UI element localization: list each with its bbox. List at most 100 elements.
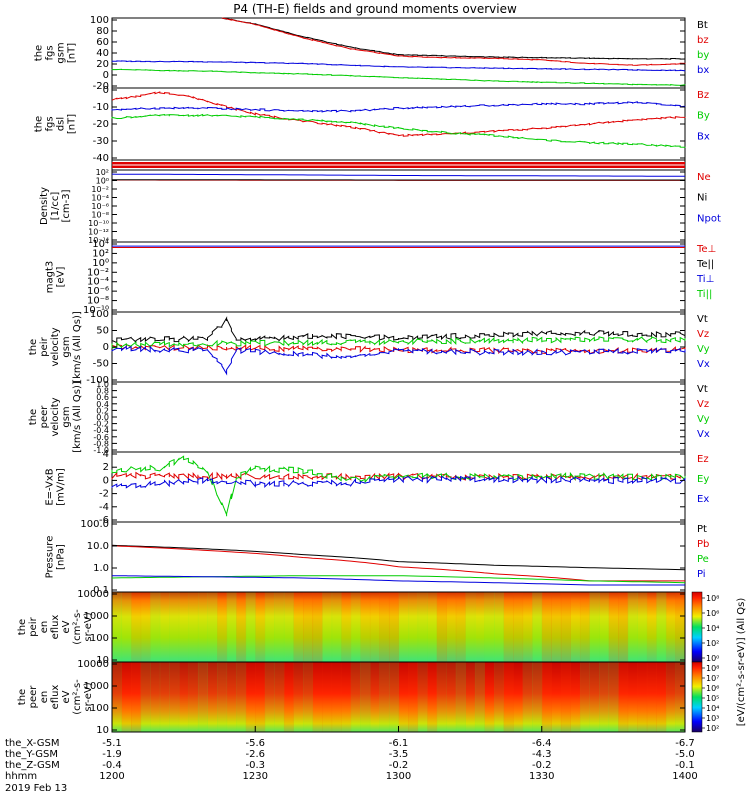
spectrogram-strip xyxy=(150,592,161,662)
y-axis-label: the xyxy=(34,116,45,132)
x-tick-value: 1200 xyxy=(99,771,124,782)
x-tick-value: -0.3 xyxy=(245,760,265,771)
y-tick-label: 10⁻² xyxy=(91,185,109,194)
series-by xyxy=(111,68,686,86)
spectrogram-strip xyxy=(637,592,648,662)
y-tick-label: 10⁻⁴ xyxy=(91,194,109,203)
spectrogram-strip xyxy=(197,662,208,732)
y-axis-label: gsm xyxy=(61,336,72,357)
spectrogram-strip xyxy=(283,662,294,732)
y-tick-label: -20 xyxy=(93,119,109,130)
y-tick-label: 10⁻⁶ xyxy=(87,286,109,297)
colorbar xyxy=(691,591,703,663)
spectrogram-strip xyxy=(264,592,275,662)
y-tick-label: 80 xyxy=(96,26,109,37)
spectrogram-strip xyxy=(159,592,170,662)
y-axis-label: eV xyxy=(61,690,72,703)
y-axis-label: [km/s (All Qs)] xyxy=(72,381,83,453)
spectrogram-strip xyxy=(112,592,123,662)
spectrogram-strip xyxy=(197,592,208,662)
spectrogram-strip xyxy=(255,592,266,662)
spectrogram-strip xyxy=(188,592,199,662)
y-tick-label: 60 xyxy=(96,37,109,48)
spectrogram-strip xyxy=(417,592,428,662)
legend-entry: Vt xyxy=(697,314,708,325)
panel-8: 100.0 10.0 1.0 0.1 Pressure [nPa] Pt Pb Pe Pi xyxy=(45,519,710,596)
spectrogram-strip xyxy=(532,662,543,732)
colorbar-tick-label: 10⁵ xyxy=(706,694,719,703)
colorbar-tick-label: 10⁰ xyxy=(706,654,719,663)
spectrogram-strip xyxy=(560,662,571,732)
y-tick-label: 10² xyxy=(92,248,109,259)
y-axis-label: Density xyxy=(39,187,50,225)
series-Ey xyxy=(111,455,686,517)
y-tick-label: 10 xyxy=(96,655,109,666)
y-tick-label: 0.8 xyxy=(96,387,109,396)
y-axis-label: (cm²-s- xyxy=(72,679,83,715)
legend-entry: Te⊥ xyxy=(696,244,716,255)
spectrogram-strip xyxy=(455,662,466,732)
y-tick-label: 0 xyxy=(103,342,109,353)
legend-entry: Pi xyxy=(697,569,706,580)
spectrogram-strip xyxy=(560,592,571,662)
y-tick-label: 100 xyxy=(90,15,109,26)
legend-entry: Vy xyxy=(697,344,710,355)
spectrogram-strip xyxy=(417,662,428,732)
y-tick-label: 10⁴ xyxy=(92,239,109,250)
legend-entry: Pe xyxy=(697,554,709,565)
spectrogram-strip xyxy=(608,662,619,732)
y-tick-label: -40 xyxy=(93,153,109,164)
x-tick-value: -6.4 xyxy=(532,738,552,749)
spectrogram-strip xyxy=(360,592,371,662)
y-tick-label: 1.0 xyxy=(96,380,109,389)
y-tick-label: 20 xyxy=(96,59,109,70)
x-tick-value: -0.2 xyxy=(532,760,552,771)
y-tick-label: 100 xyxy=(90,703,109,714)
spectrogram-strip xyxy=(656,662,667,732)
spectrogram-strip xyxy=(398,592,409,662)
spectrogram-strip xyxy=(427,662,438,732)
y-tick-label: 100 xyxy=(90,633,109,644)
y-tick-label: -6 xyxy=(99,515,109,526)
panel-9: 10000 1000 100 10 the peir en eflux eV (cm²-s-sr-… xyxy=(17,589,686,666)
y-tick-label: 50 xyxy=(96,326,109,337)
y-tick-label: 100 xyxy=(90,309,109,320)
spectrogram-strip xyxy=(398,662,409,732)
colorbar-tick-label: 10² xyxy=(706,724,719,733)
spectrogram-strip xyxy=(675,592,686,662)
y-axis-label: the xyxy=(28,409,39,425)
legend-entry: Te|| xyxy=(696,259,714,270)
series-Vx xyxy=(111,345,686,376)
x-tick-value: -5.1 xyxy=(102,738,122,749)
spectrogram-strip xyxy=(369,592,380,662)
y-tick-label: 0.4 xyxy=(96,400,109,409)
x-tick-value: 1400 xyxy=(672,771,697,782)
spectrogram-strip xyxy=(350,592,361,662)
y-axis-label: [cm-3] xyxy=(61,189,72,222)
spectrogram-strip xyxy=(627,662,638,732)
spectrogram-strip xyxy=(446,662,457,732)
legend-entry: Npot xyxy=(697,213,721,224)
y-tick-label: 10⁻¹⁰ xyxy=(88,219,109,228)
spectrogram-strip xyxy=(169,662,180,732)
y-tick-label: 100.0 xyxy=(80,519,109,530)
y-axis-label: [nPa] xyxy=(56,544,67,570)
y-tick-label: 4 xyxy=(103,449,109,460)
y-tick-label: 2 xyxy=(103,462,109,473)
spectrogram-strip xyxy=(178,662,189,732)
y-tick-label: 1000 xyxy=(84,681,109,692)
spectrogram-strip xyxy=(408,662,419,732)
y-axis-label: the xyxy=(28,339,39,355)
spectrogram-strip xyxy=(369,662,380,732)
spectrogram-strip xyxy=(532,592,543,662)
y-tick-label: -20 xyxy=(93,81,109,92)
spectrogram-strip xyxy=(341,662,352,732)
spectrogram-strip xyxy=(312,662,323,732)
y-axis-label: gsm xyxy=(56,42,67,63)
flag-panel-frame xyxy=(111,159,686,171)
spectrogram-strip xyxy=(140,662,151,732)
x-tick-value: -1.9 xyxy=(102,749,122,760)
spectrogram-strip xyxy=(341,592,352,662)
y-tick-label: 0.6 xyxy=(96,393,109,402)
